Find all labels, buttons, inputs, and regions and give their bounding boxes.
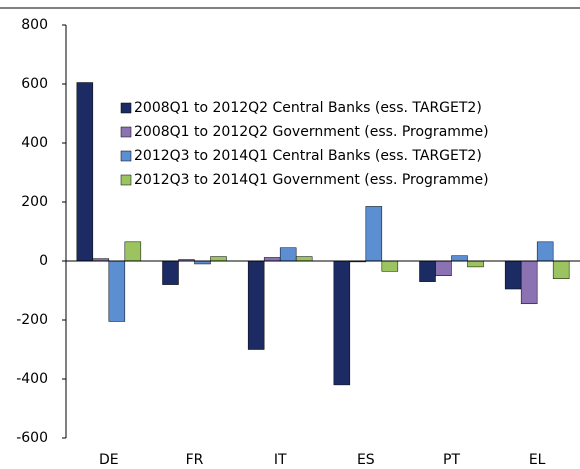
bar xyxy=(536,241,554,262)
bar xyxy=(504,260,522,290)
y-tick-label: -400 xyxy=(16,371,48,387)
bar xyxy=(365,206,383,262)
bar xyxy=(451,255,468,262)
legend-swatch xyxy=(120,150,132,162)
bar xyxy=(76,82,94,262)
bar xyxy=(295,256,313,262)
bar xyxy=(263,257,281,262)
bar xyxy=(552,260,570,279)
y-tick-label: 200 xyxy=(21,194,48,210)
x-tick-label: ES xyxy=(357,452,375,468)
legend-swatch xyxy=(120,126,132,138)
y-tick-label: -200 xyxy=(16,312,48,328)
bar xyxy=(162,260,179,285)
bar xyxy=(467,260,484,268)
bar xyxy=(333,260,351,386)
x-tick-label: IT xyxy=(274,452,287,468)
bar xyxy=(247,260,265,350)
legend-swatch xyxy=(120,102,132,114)
bar xyxy=(279,247,297,262)
y-tick-label: 400 xyxy=(21,135,48,151)
legend-swatch xyxy=(120,174,132,186)
x-tick-label: PT xyxy=(443,452,460,468)
bar xyxy=(435,260,452,276)
bar xyxy=(381,260,399,272)
bar xyxy=(108,260,126,322)
legend-label: 2008Q1 to 2012Q2 Central Banks (ess. TAR… xyxy=(134,100,482,116)
bar xyxy=(124,241,142,262)
y-tick-label: -600 xyxy=(16,430,48,446)
legend-label: 2012Q3 to 2014Q1 Government (ess. Progra… xyxy=(134,172,489,188)
y-tick-label: 600 xyxy=(21,76,48,92)
bar xyxy=(419,260,436,282)
y-tick-label: 800 xyxy=(21,17,48,33)
legend-label: 2008Q1 to 2012Q2 Government (ess. Progra… xyxy=(134,124,489,140)
x-tick-label: EL xyxy=(529,452,546,468)
bar xyxy=(210,256,227,262)
bar xyxy=(520,260,538,305)
x-tick-label: DE xyxy=(99,452,119,468)
legend-label: 2012Q3 to 2014Q1 Central Banks (ess. TAR… xyxy=(134,148,482,164)
y-tick-label: 0 xyxy=(39,253,48,269)
x-tick-label: FR xyxy=(186,452,204,468)
